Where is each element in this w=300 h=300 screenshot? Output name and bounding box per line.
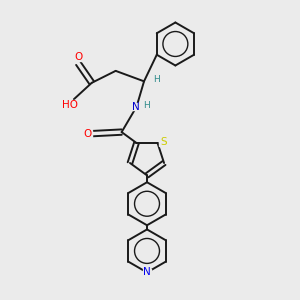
Text: H: H (153, 75, 160, 84)
Text: S: S (160, 137, 167, 147)
Bar (62, 100, 75, 107)
Text: O: O (84, 129, 92, 139)
Text: N: N (143, 267, 151, 278)
Bar (159, 139, 168, 146)
Text: N: N (132, 102, 140, 112)
Bar (143, 268, 151, 276)
Text: HO: HO (62, 100, 78, 110)
Text: O: O (74, 52, 82, 62)
Text: H: H (143, 101, 149, 110)
Bar (84, 130, 92, 137)
Bar (74, 55, 82, 61)
Bar (130, 103, 142, 110)
